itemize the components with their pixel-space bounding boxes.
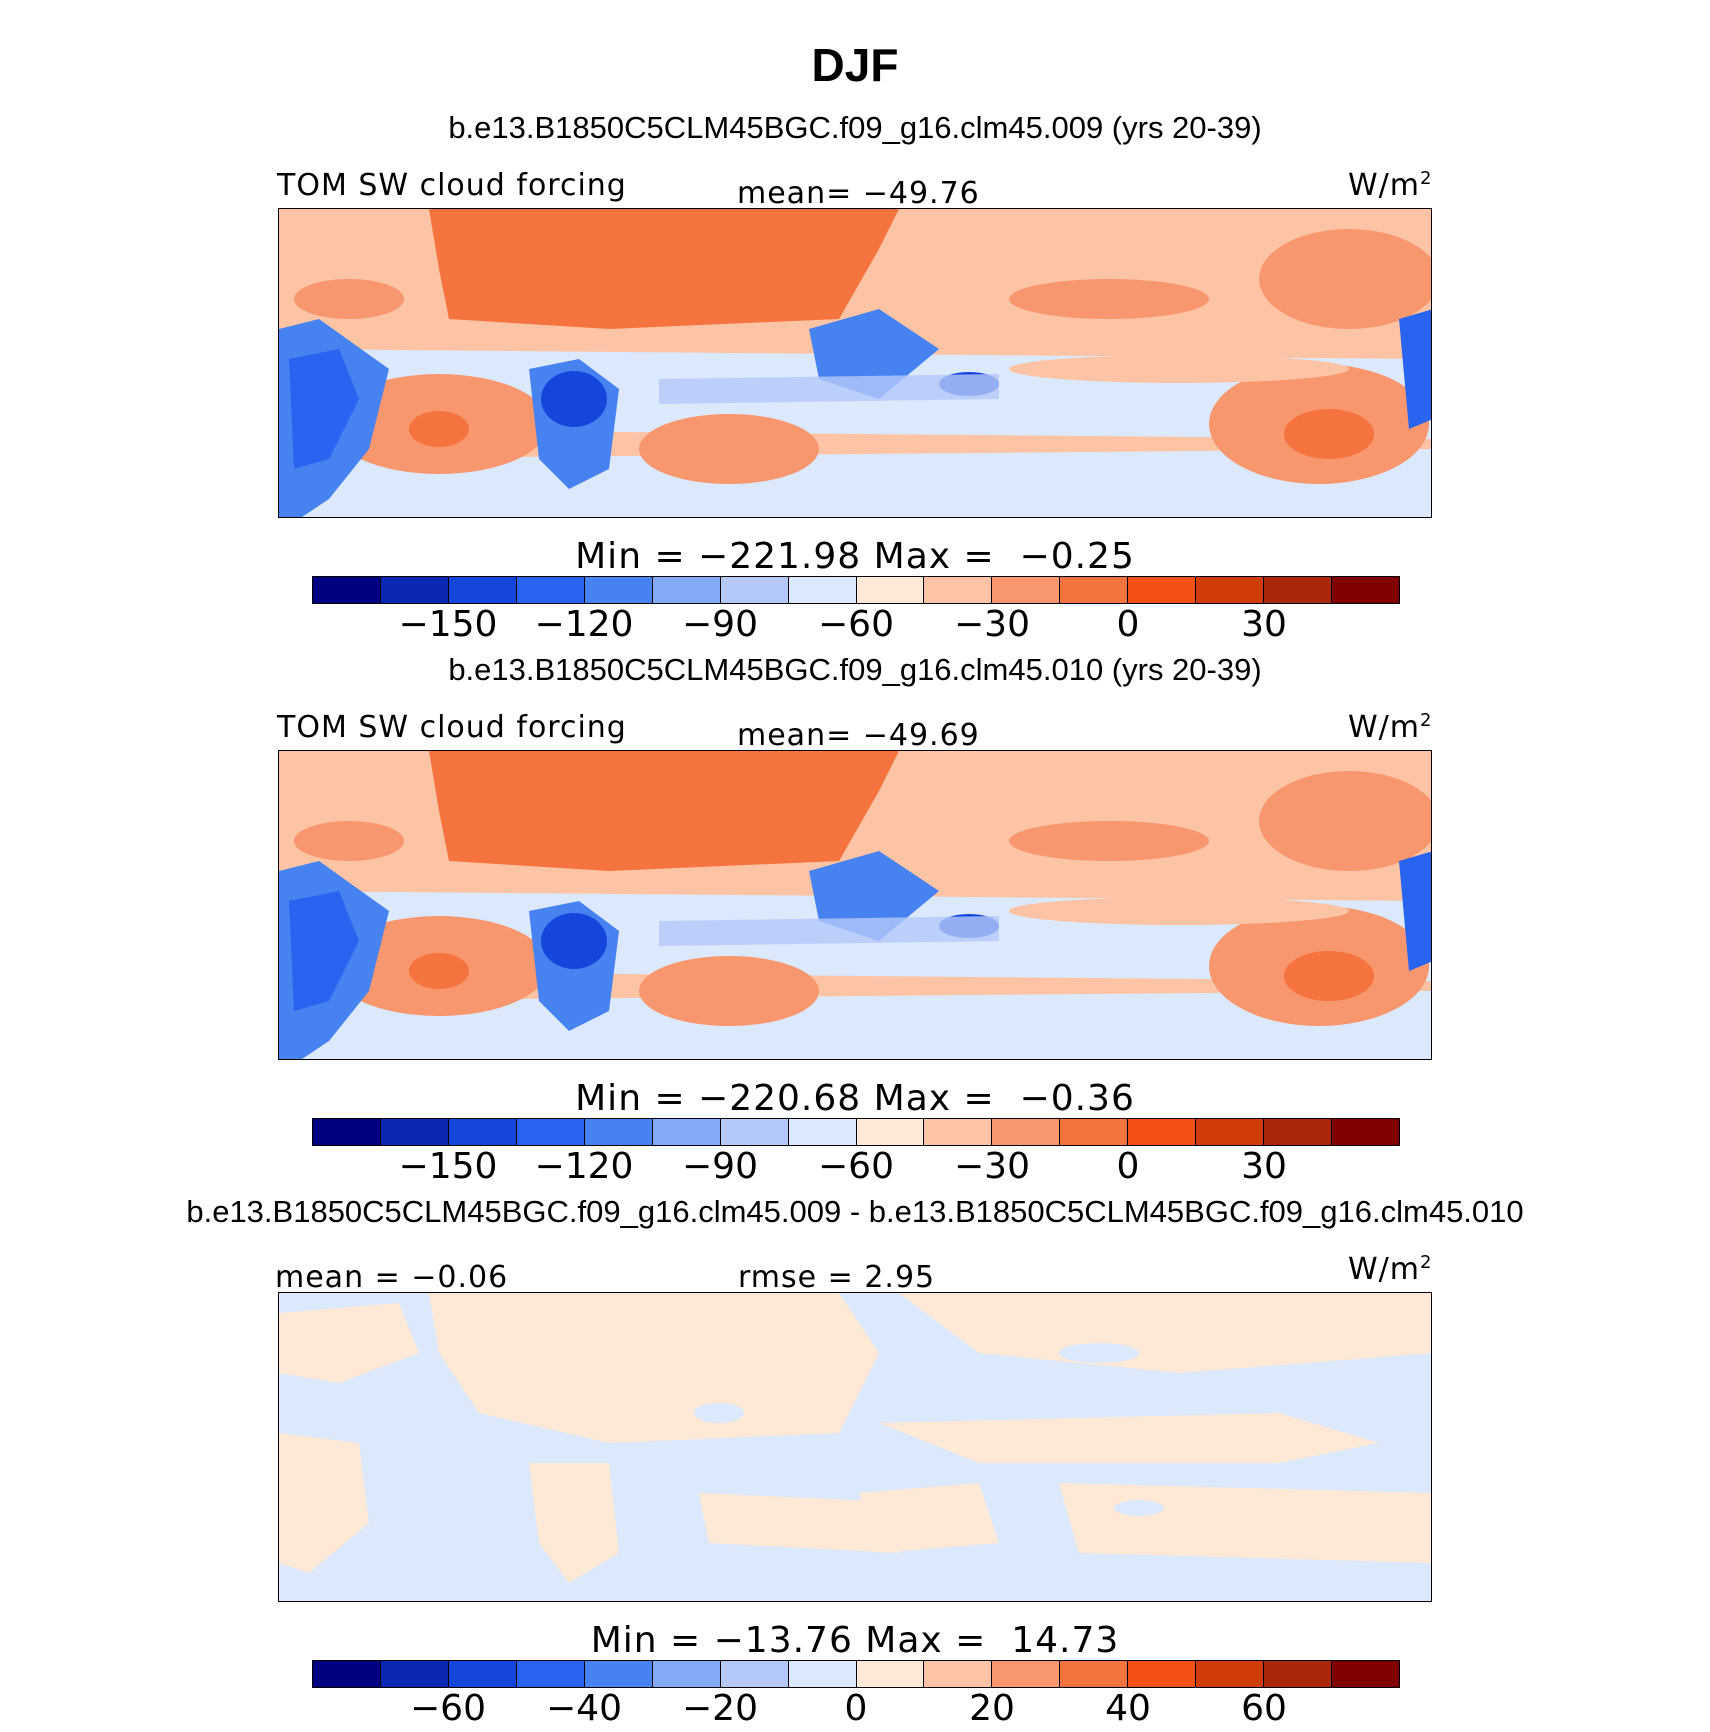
- colorbar-swatch: [1060, 577, 1129, 603]
- colorbar-swatch: [1264, 577, 1333, 603]
- panel-1-title: b.e13.B1850C5CLM45BGC.f09_g16.clm45.009 …: [448, 110, 1262, 145]
- season-title: DJF: [811, 39, 899, 91]
- colorbar-swatch: [788, 577, 857, 603]
- colorbar-swatch: [856, 1661, 925, 1687]
- panel-2-colorbar: [312, 1118, 1400, 1146]
- colorbar-tick-label: −30: [954, 1146, 1030, 1187]
- panel-3-colorbar-ticks: −60 −40 −20 0 20 40 60: [0, 1688, 1710, 1732]
- colorbar-tick-label: −150: [398, 604, 498, 645]
- colorbar-swatch: [448, 577, 517, 603]
- colorbar-swatch: [720, 1661, 789, 1687]
- colorbar-swatch: [584, 1661, 653, 1687]
- colorbar-swatch: [1128, 577, 1197, 603]
- colorbar-swatch: [1332, 1119, 1399, 1145]
- panel-1-mean-label: mean= −49.76: [737, 176, 980, 211]
- colorbar-swatch: [924, 577, 993, 603]
- colorbar-swatch: [1128, 1661, 1197, 1687]
- colorbar-tick-label: −150: [398, 1146, 498, 1187]
- colorbar-swatch: [584, 577, 653, 603]
- colorbar-swatch: [720, 577, 789, 603]
- panel-3-title: b.e13.B1850C5CLM45BGC.f09_g16.clm45.009 …: [186, 1194, 1524, 1229]
- colorbar-swatch: [788, 1661, 857, 1687]
- colorbar-swatch: [1060, 1661, 1129, 1687]
- colorbar-tick-label: 40: [1105, 1688, 1151, 1729]
- panel-1-units: W/m2: [1348, 168, 1433, 203]
- colorbar-swatch: [516, 1119, 585, 1145]
- colorbar-swatch: [380, 1661, 449, 1687]
- colorbar-tick-label: −90: [682, 604, 758, 645]
- colorbar-swatch: [313, 1661, 381, 1687]
- panel-3-colorbar: [312, 1660, 1400, 1688]
- colorbar-tick-label: 0: [1116, 604, 1140, 645]
- panel-2-map: [278, 750, 1432, 1060]
- panel-1-minmax: Min = −221.98 Max = −0.25: [575, 536, 1135, 577]
- colorbar-swatch: [1060, 1119, 1129, 1145]
- colorbar-swatch: [1332, 1661, 1399, 1687]
- colorbar-swatch: [652, 577, 721, 603]
- colorbar-swatch: [516, 1661, 585, 1687]
- colorbar-tick-label: −60: [410, 1688, 486, 1729]
- panel-1-colorbar-ticks: −150 −120 −90 −60 −30 0 30: [0, 604, 1710, 648]
- colorbar-swatch: [448, 1661, 517, 1687]
- panel-2-variable-label: TOM SW cloud forcing: [277, 710, 627, 745]
- colorbar-swatch: [1196, 1661, 1265, 1687]
- colorbar-tick-label: −60: [818, 1146, 894, 1187]
- panel-1-colorbar: [312, 576, 1400, 604]
- panel-3-minmax: Min = −13.76 Max = 14.73: [590, 1620, 1120, 1661]
- colorbar-tick-label: 30: [1241, 1146, 1287, 1187]
- colorbar-swatch: [652, 1119, 721, 1145]
- colorbar-tick-label: −20: [682, 1688, 758, 1729]
- colorbar-swatch: [448, 1119, 517, 1145]
- colorbar-tick-label: −90: [682, 1146, 758, 1187]
- panel-2-colorbar-ticks: −150 −120 −90 −60 −30 0 30: [0, 1146, 1710, 1190]
- colorbar-swatch: [1264, 1119, 1333, 1145]
- colorbar-swatch: [720, 1119, 789, 1145]
- colorbar-swatch: [1196, 577, 1265, 603]
- colorbar-swatch: [992, 1119, 1061, 1145]
- colorbar-swatch: [380, 1119, 449, 1145]
- colorbar-swatch: [788, 1119, 857, 1145]
- colorbar-tick-label: −120: [534, 604, 634, 645]
- colorbar-swatch: [924, 1661, 993, 1687]
- colorbar-swatch: [1196, 1119, 1265, 1145]
- colorbar-tick-label: 0: [1116, 1146, 1140, 1187]
- panel-3-map: [278, 1292, 1432, 1602]
- colorbar-swatch: [516, 577, 585, 603]
- colorbar-tick-label: −40: [546, 1688, 622, 1729]
- colorbar-tick-label: −120: [534, 1146, 634, 1187]
- colorbar-swatch: [924, 1119, 993, 1145]
- colorbar-tick-label: 20: [969, 1688, 1015, 1729]
- colorbar-swatch: [380, 577, 449, 603]
- panel-3-units: W/m2: [1348, 1252, 1433, 1287]
- panel-2-minmax: Min = −220.68 Max = −0.36: [575, 1078, 1135, 1119]
- colorbar-swatch: [1128, 1119, 1197, 1145]
- colorbar-swatch: [1264, 1661, 1333, 1687]
- panel-1-map: [278, 208, 1432, 518]
- panel-2-units: W/m2: [1348, 710, 1433, 745]
- panel-1-variable-label: TOM SW cloud forcing: [277, 168, 627, 203]
- colorbar-swatch: [856, 577, 925, 603]
- colorbar-swatch: [1332, 577, 1399, 603]
- panel-2-title: b.e13.B1850C5CLM45BGC.f09_g16.clm45.010 …: [448, 652, 1262, 687]
- colorbar-swatch: [313, 577, 381, 603]
- colorbar-swatch: [992, 1661, 1061, 1687]
- colorbar-swatch: [652, 1661, 721, 1687]
- colorbar-swatch: [856, 1119, 925, 1145]
- colorbar-swatch: [992, 577, 1061, 603]
- panel-3-mean-label: mean = −0.06: [275, 1260, 509, 1295]
- colorbar-tick-label: 30: [1241, 604, 1287, 645]
- panel-2-mean-label: mean= −49.69: [737, 718, 980, 753]
- colorbar-tick-label: −60: [818, 604, 894, 645]
- colorbar-tick-label: 0: [844, 1688, 868, 1729]
- colorbar-tick-label: −30: [954, 604, 1030, 645]
- panel-3-rmse-label: rmse = 2.95: [738, 1260, 936, 1295]
- colorbar-tick-label: 60: [1241, 1688, 1287, 1729]
- colorbar-swatch: [313, 1119, 381, 1145]
- colorbar-swatch: [584, 1119, 653, 1145]
